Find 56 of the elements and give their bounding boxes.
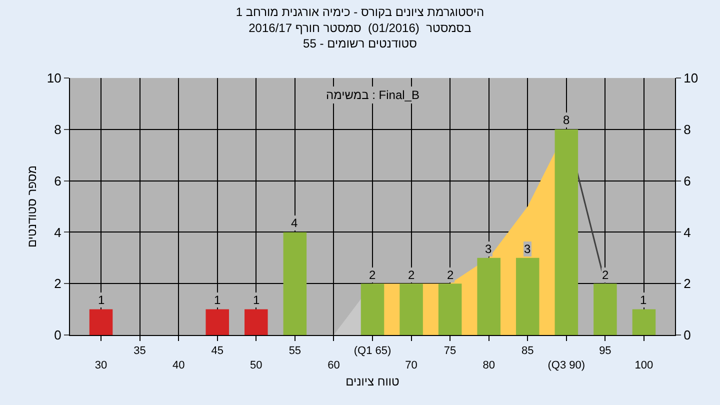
bar <box>438 284 462 335</box>
chart-title: היסטוגרמת ציונים בקורס - כימיה אורגנית מורחב 1 <box>236 5 484 20</box>
y-tick-label: 0 <box>54 328 62 343</box>
x-tick-label: (Q1 65) <box>354 345 392 358</box>
annotation: במשימה : Final_B <box>326 88 420 102</box>
x-tick-label: 80 <box>482 360 495 372</box>
bar <box>516 258 540 335</box>
x-tick-label: 95 <box>599 345 612 358</box>
bar <box>244 309 268 335</box>
y2-tick-label: 10 <box>684 70 698 86</box>
y2-tick-label: 6 <box>684 173 691 188</box>
bar <box>632 309 656 335</box>
x-tick-label: 75 <box>444 345 456 358</box>
data-label: 8 <box>563 113 570 127</box>
data-label: 2 <box>369 268 376 282</box>
bar <box>283 232 307 335</box>
x-tick-label: (Q3 90) <box>548 360 586 372</box>
data-label: 1 <box>253 293 260 307</box>
y-axis-title: מספר סטודנטים <box>25 165 39 248</box>
bar <box>360 284 384 335</box>
y2-tick-label: 4 <box>684 224 691 240</box>
x-tick-label: 85 <box>522 345 534 358</box>
bar <box>89 309 113 335</box>
y-tick-label: 8 <box>54 122 62 137</box>
y-tick-label: 2 <box>54 276 62 292</box>
y-tick-label: 4 <box>54 224 62 240</box>
x-tick-label: 55 <box>288 345 302 358</box>
x-tick-label: 45 <box>211 345 224 358</box>
x-tick-label: 70 <box>405 360 418 372</box>
data-label: 3 <box>524 242 531 256</box>
x-tick-label: 60 <box>328 360 340 372</box>
bar <box>594 284 617 335</box>
data-label: 2 <box>602 268 609 282</box>
bar <box>477 258 500 335</box>
bar <box>206 309 230 335</box>
y-tick-label: 6 <box>54 173 62 188</box>
y2-tick-label: 8 <box>684 122 691 137</box>
data-label: 3 <box>485 242 492 256</box>
chart-subtitle: בסמסטר (01/2016) סמסטר חורף 2016/17 סטודנטים רשומים - 55 <box>248 20 472 50</box>
bar <box>400 284 423 335</box>
x-tick-label: 30 <box>94 360 108 372</box>
data-label: 1 <box>98 293 105 307</box>
data-label: 1 <box>640 293 647 307</box>
x-tick-label: 35 <box>134 345 146 358</box>
y2-tick-label: 2 <box>684 276 691 292</box>
bar <box>554 129 578 335</box>
x-tick-label: 50 <box>250 360 262 372</box>
x-tick-label: 100 <box>634 360 654 372</box>
data-label: 4 <box>291 216 298 230</box>
x-axis-title: טווח ציונים <box>346 374 400 388</box>
x-tick-label: 40 <box>172 360 185 372</box>
data-label: 2 <box>447 268 454 282</box>
y-tick-label: 10 <box>46 70 62 86</box>
y2-tick-label: 0 <box>684 328 691 343</box>
data-label: 1 <box>214 293 221 307</box>
data-label: 2 <box>408 268 415 282</box>
